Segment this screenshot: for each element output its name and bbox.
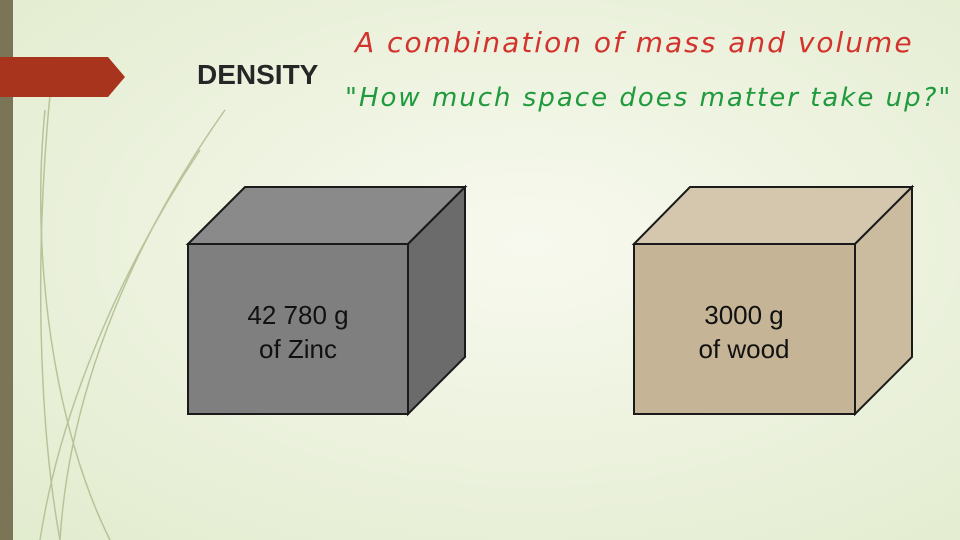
object-label: of wood bbox=[698, 334, 789, 364]
question: "How much space does matter take up?" bbox=[345, 83, 952, 113]
object-label: 3000 g bbox=[704, 300, 784, 330]
zinc-cube bbox=[185, 184, 468, 417]
object-label: 42 780 g bbox=[247, 300, 348, 330]
title: DENSITY bbox=[197, 59, 319, 90]
side-bar bbox=[0, 0, 13, 540]
arrow-marker bbox=[0, 57, 125, 97]
decoration bbox=[39, 94, 226, 540]
cube-front bbox=[187, 243, 409, 415]
cube-front bbox=[633, 243, 856, 415]
definition: A combination of mass and volume bbox=[353, 26, 914, 59]
object-label: of Zinc bbox=[259, 334, 337, 364]
wood-cube bbox=[631, 184, 915, 417]
